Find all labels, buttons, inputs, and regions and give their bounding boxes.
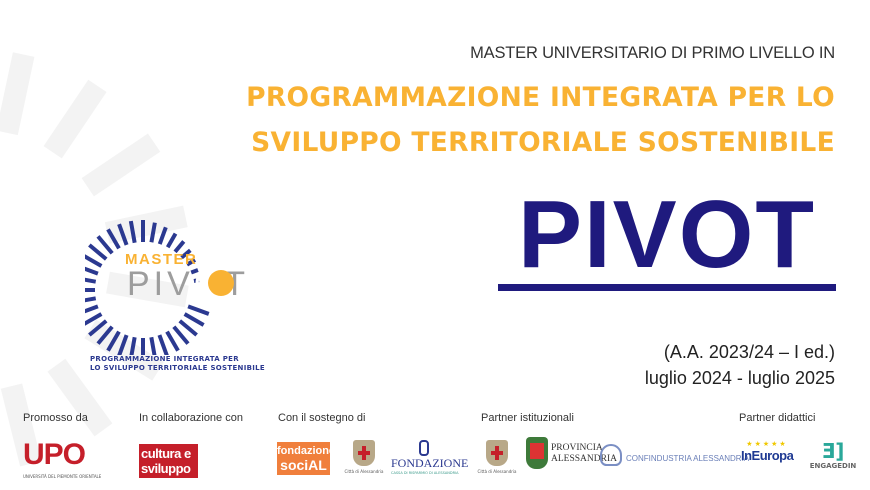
social-logo-line-2: sociAL	[280, 457, 327, 473]
sunburst-ray	[88, 243, 108, 261]
background-ray	[81, 133, 161, 197]
citta-alessandria-partner-logo: Città di Alessandria	[476, 440, 518, 474]
sunburst-ray	[85, 266, 99, 276]
sunburst-ray	[128, 220, 137, 244]
acronym-underline	[498, 284, 836, 291]
sunburst-ray	[106, 228, 121, 250]
logo-sun-dot	[208, 270, 234, 296]
coat-of-arms-icon	[353, 440, 375, 466]
sunburst-ray	[106, 330, 121, 352]
provincia-logo-text: PROVINCIA ALESSANDRIA	[551, 443, 617, 465]
logo-master-text: MASTER	[125, 251, 197, 268]
sunburst-ray	[186, 258, 197, 267]
upo-logo: UPO UNIVERSITÀ DEL PIEMONTE ORIENTALE	[23, 438, 105, 480]
title-line-1: PROGRAMMAZIONE INTEGRATA PER LO	[246, 82, 835, 113]
coat-of-arms-icon	[486, 440, 508, 466]
sunburst-ray	[149, 222, 157, 243]
provincia-line-1: PROVINCIA	[551, 443, 603, 453]
logo-pivot-text: PIVOT	[127, 265, 249, 303]
background-ray	[84, 319, 164, 381]
stars-icon: ★★★★★	[746, 440, 788, 448]
subtitle: MASTER UNIVERSITARIO DI PRIMO LIVELLO IN	[470, 44, 835, 62]
ineuropa-logo-text: InEuropa	[741, 448, 794, 463]
sunburst-ray	[157, 334, 169, 355]
upo-logo-subtitle: UNIVERSITÀ DEL PIEMONTE ORIENTALE	[23, 474, 102, 479]
fondazione-emblem-icon	[419, 440, 429, 456]
sunburst-ray	[178, 319, 198, 337]
sunburst-ray	[88, 319, 108, 337]
sunburst-ray	[173, 240, 186, 254]
course-period: luglio 2024 - luglio 2025	[644, 368, 835, 388]
cultura-e-sviluppo-logo: cultura e sviluppo	[139, 444, 198, 478]
background-ray	[43, 79, 107, 159]
background-ray	[47, 358, 113, 437]
logo-caption-line-1: PROGRAMMAZIONE INTEGRATA PER	[90, 355, 239, 363]
master-pivot-logo: MASTER PIVOT	[85, 220, 249, 355]
confindustria-emblem-icon	[600, 444, 622, 466]
promoted-by-label: Promosso da	[23, 412, 88, 424]
fondazione-social-logo: fondazione sociAL	[277, 442, 336, 475]
sunburst-ray	[85, 277, 97, 284]
social-logo-line-1: fondazione	[277, 445, 336, 457]
sunburst-ray	[85, 254, 103, 268]
sunburst-icon	[85, 220, 210, 355]
sunburst-ray	[187, 304, 210, 316]
ineuropa-logo: ★★★★★ InEuropa	[741, 440, 794, 470]
fondazione-logo-subtitle: CASSA DI RISPARMIO DI ALESSANDRIA	[391, 471, 459, 475]
sunburst-ray	[149, 336, 157, 355]
acronym-title: PIVOT	[517, 181, 817, 288]
confindustria-logo-text: CONFINDUSTRIA ALESSANDRIA	[626, 454, 750, 463]
title-line-2: SVILUPPO TERRITORIALE SOSTENIBILE	[251, 127, 835, 158]
sunburst-ray	[165, 330, 180, 352]
provincia-line-2: ALESSANDRIA	[551, 454, 617, 464]
sunburst-ray	[172, 325, 190, 345]
fondazione-cral-logo: FONDAZIONE CASSA DI RISPARMIO DI ALESSAN…	[391, 440, 469, 475]
cultura-logo-line-2: sviluppo	[141, 461, 191, 476]
engagedin-logo-text: ENGAGEDIN	[809, 462, 857, 470]
cultura-logo-line-1: cultura e	[141, 446, 191, 461]
background-ray	[106, 271, 189, 308]
logo-caption: PROGRAMMAZIONE INTEGRATA PER LO SVILUPPO…	[90, 355, 265, 373]
sunburst-ray	[157, 226, 168, 245]
sunburst-ray	[85, 304, 99, 314]
sunburst-ray	[85, 296, 97, 303]
background-ray	[0, 52, 35, 136]
upo-logo-text: UPO	[23, 438, 86, 471]
institutional-partners-label: Partner istituzionali	[481, 412, 574, 424]
sunburst-ray	[96, 325, 114, 345]
engagedin-logo: Ǝ] ENGAGEDIN	[803, 440, 863, 470]
fondazione-logo-text: FONDAZIONE	[391, 456, 469, 470]
collaboration-label: In collaborazione con	[139, 412, 243, 424]
sunburst-ray	[165, 232, 178, 249]
citta-logo-text: Città di Alessandria	[477, 469, 517, 474]
sunburst-ray	[117, 334, 129, 355]
citta-alessandria-logo: Città di Alessandria	[343, 440, 385, 474]
sunburst-ray	[85, 312, 103, 326]
sunburst-ray	[180, 248, 192, 260]
engagedin-emblem-icon: Ǝ]	[821, 439, 845, 463]
provincia-emblem-icon	[526, 437, 548, 469]
provincia-alessandria-logo: PROVINCIA ALESSANDRIA	[526, 437, 617, 471]
sunburst-ray	[96, 235, 114, 255]
confindustria-logo: CONFINDUSTRIA ALESSANDRIA	[600, 444, 749, 468]
sunburst-ray	[117, 223, 129, 246]
support-label: Con il sostegno di	[278, 412, 366, 424]
sunburst-ray	[183, 312, 205, 327]
citta-logo-text: Città di Alessandria	[344, 469, 384, 474]
sunburst-ray	[190, 268, 199, 275]
academic-year: (A.A. 2023/24 – I ed.)	[663, 342, 835, 362]
logo-caption-line-2: LO SVILUPPO TERRITORIALE SOSTENIBILE	[90, 364, 265, 372]
sunburst-ray	[193, 278, 200, 283]
sunburst-ray	[129, 336, 137, 355]
didactic-partners-label: Partner didattici	[739, 412, 816, 424]
background-ray	[0, 383, 42, 467]
